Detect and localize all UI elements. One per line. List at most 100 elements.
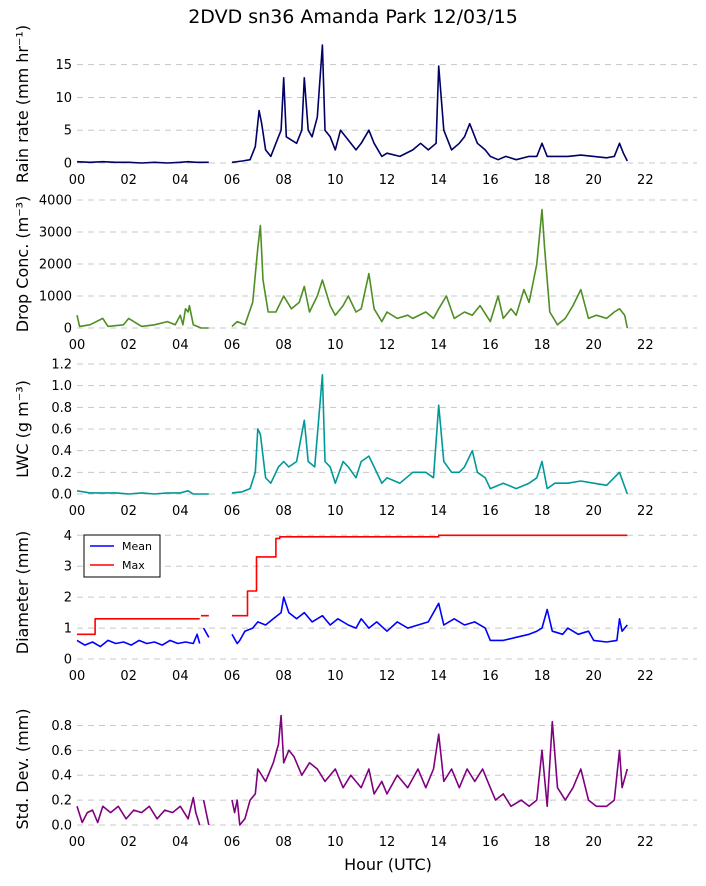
y-tick-label: 15 [55,58,72,73]
x-tick-label: 00 [69,173,86,188]
x-tick-label: 22 [637,173,654,188]
x-tick-label: 10 [327,338,344,353]
y-tick-label: 3000 [39,226,72,241]
y-tick-label: 0.0 [51,488,72,503]
x-tick-label: 02 [120,835,137,850]
x-tick-label: 12 [379,338,396,353]
x-tick-label: 20 [585,504,602,519]
y-tick-label: 0.6 [51,744,72,759]
y-tick-label: 0.8 [51,719,72,734]
x-tick-label: 00 [69,835,86,850]
x-tick-label: 18 [534,173,551,188]
series-line [76,374,629,495]
y-tick-label: 0.0 [51,819,72,834]
x-tick-label: 18 [534,835,551,850]
x-tick-label: 00 [69,338,86,353]
x-tick-label: 06 [224,173,241,188]
x-tick-label: 02 [120,338,137,353]
x-tick-label: 08 [275,338,292,353]
x-tick-label: 22 [637,338,654,353]
x-tick-label: 14 [430,669,447,684]
legend: Mean Max [83,534,161,578]
x-tick-label: 16 [482,338,499,353]
y-axis-label: Rain rate (mm hr⁻¹) [13,25,32,183]
y-tick-label: 1.2 [51,358,72,373]
y-tick-label: 0.4 [51,769,72,784]
x-tick-label: 04 [172,669,189,684]
x-tick-label: 04 [172,835,189,850]
y-tick-label: 4000 [39,194,72,209]
y-tick-label: 1000 [39,290,72,305]
y-tick-label: 0.8 [51,401,72,416]
x-tick-label: 08 [275,173,292,188]
x-tick-label: 12 [379,504,396,519]
y-tick-label: 0 [64,157,72,172]
y-tick-label: 1.0 [51,379,72,394]
x-tick-label: 20 [585,173,602,188]
y-tick-label: 0 [64,322,72,337]
y-tick-label: 2000 [39,258,72,273]
x-tick-label: 06 [224,504,241,519]
x-tick-label: 22 [637,504,654,519]
x-tick-label: 14 [430,338,447,353]
x-tick-label: 02 [120,669,137,684]
x-tick-label: 14 [430,173,447,188]
x-tick-label: 12 [379,835,396,850]
x-tick-label: 16 [482,504,499,519]
y-axis-label: Drop Conc. (m⁻³) [13,196,32,333]
panel-5: 0.0 0.2 0.4 0.6 0.8 00 02 04 06 08 10 12 14 16 18 20 22 S… [13,709,697,850]
x-tick-label: 10 [327,504,344,519]
x-tick-label: 20 [585,338,602,353]
legend-label: Max [122,559,145,572]
y-tick-label: 10 [55,91,72,106]
x-tick-label: 20 [585,669,602,684]
x-axis-label: Hour (UTC) [344,855,432,874]
panel-1: 0 5 10 15 00 02 04 06 08 10 12 14 16 18 20 22 Rain rate … [13,25,697,188]
y-tick-label: 0.4 [51,444,72,459]
x-tick-label: 12 [379,669,396,684]
series-line-mean [76,596,628,648]
legend-label: Mean [122,540,152,553]
legend-box [83,534,161,578]
x-tick-label: 10 [327,173,344,188]
x-tick-label: 04 [172,173,189,188]
y-tick-label: 3 [64,560,72,575]
x-tick-label: 08 [275,835,292,850]
x-tick-label: 20 [585,835,602,850]
y-axis-label: Std. Dev. (mm) [13,709,32,830]
x-tick-label: 18 [534,338,551,353]
x-tick-label: 02 [120,504,137,519]
x-tick-label: 18 [534,504,551,519]
figure-title: 2DVD sn36 Amanda Park 12/03/15 [188,6,518,28]
x-tick-label: 06 [224,338,241,353]
y-tick-label: 2 [64,591,72,606]
x-tick-label: 14 [430,504,447,519]
x-tick-label: 04 [172,504,189,519]
x-tick-label: 06 [224,835,241,850]
x-tick-label: 22 [637,669,654,684]
x-tick-label: 16 [482,835,499,850]
x-tick-label: 10 [327,669,344,684]
x-tick-label: 02 [120,173,137,188]
x-tick-label: 06 [224,669,241,684]
x-tick-label: 22 [637,835,654,850]
y-tick-label: 1 [64,622,72,637]
x-tick-label: 12 [379,173,396,188]
series-line-max [77,534,628,636]
y-tick-label: 0 [64,653,72,668]
y-axis-label: LWC (g m⁻³) [13,380,32,478]
y-axis-label: Diameter (mm) [13,531,32,654]
series-line [76,714,629,826]
y-tick-label: 5 [64,124,72,139]
y-tick-label: 0.2 [51,466,72,481]
x-tick-label: 08 [275,669,292,684]
x-tick-label: 04 [172,338,189,353]
panel-2: 0 1000 2000 3000 4000 00 02 04 06 08 10 12 14 16 18 20 2… [13,194,697,353]
x-tick-label: 16 [482,669,499,684]
y-tick-label: 0.2 [51,794,72,809]
y-tick-label: 4 [64,529,72,544]
x-tick-label: 14 [430,835,447,850]
x-tick-label: 16 [482,173,499,188]
